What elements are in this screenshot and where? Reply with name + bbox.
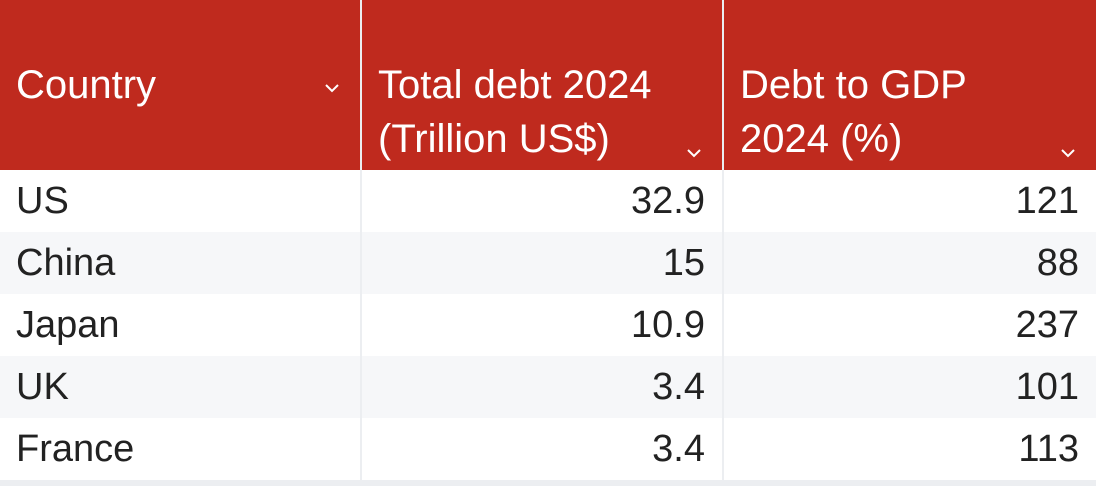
number-cell: 113 [724,418,1096,480]
number-cell: 121 [724,170,1096,232]
number-cell: 15 [362,232,722,294]
column-header[interactable]: Debt to GDP 2024 (%) [724,0,1096,170]
column-title: Country [16,63,157,107]
country-cell: UK [0,356,360,418]
country-cell: China [0,232,360,294]
sort-chevron [325,84,339,93]
column-title: Debt to GDP 2024 (%) [740,63,967,161]
number-cell: 3.4 [362,356,722,418]
number-cell: 10.9 [362,294,722,356]
number-cell: 101 [724,356,1096,418]
number-cell: 3.4 [362,418,722,480]
country-cell: Japan [0,294,360,356]
number-cell: 237 [724,294,1096,356]
number-cell: 88 [724,232,1096,294]
sort-chevron [1061,149,1075,158]
column-title: Total debt 2024 (Trillion US$) [378,63,652,161]
country-cell: France [0,418,360,480]
column-header[interactable]: Total debt 2024 (Trillion US$) [362,0,722,170]
country-cell: US [0,170,360,232]
column-header[interactable]: Country [0,0,360,170]
sort-chevron [687,149,701,158]
number-cell: 32.9 [362,170,722,232]
